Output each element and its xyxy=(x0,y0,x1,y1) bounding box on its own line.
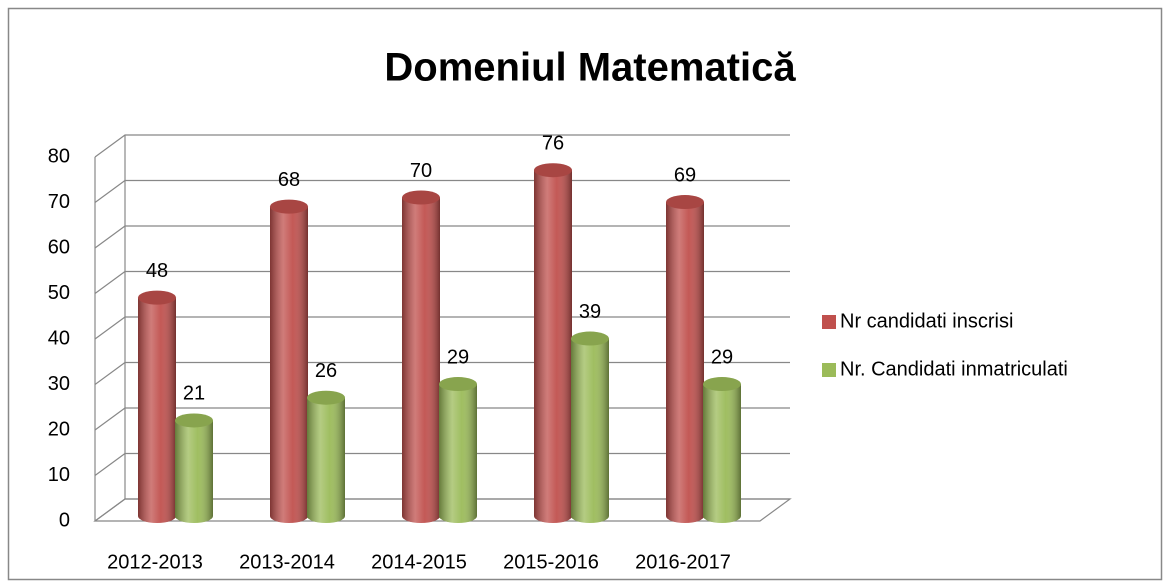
y-tick-label: 40 xyxy=(48,327,70,349)
y-tick-label: 60 xyxy=(48,236,70,258)
bar xyxy=(138,290,176,523)
grid-line xyxy=(94,134,790,158)
bar xyxy=(666,195,704,524)
data-label: 29 xyxy=(447,346,469,368)
data-label: 76 xyxy=(542,132,564,154)
bar xyxy=(175,413,213,523)
bar xyxy=(270,199,308,523)
x-tick-label: 2013-2014 xyxy=(239,551,335,573)
data-label: 29 xyxy=(711,346,733,368)
y-tick-label: 0 xyxy=(59,509,70,531)
chart-title: Domeniul Matematică xyxy=(384,46,796,90)
y-tick-label: 70 xyxy=(48,191,70,213)
bar xyxy=(571,331,609,523)
data-label: 21 xyxy=(183,383,205,405)
legend-swatch xyxy=(822,363,836,377)
y-tick-label: 30 xyxy=(48,373,70,395)
legend-label: Nr candidati inscrisi xyxy=(840,310,1013,332)
data-label: 48 xyxy=(146,260,168,282)
bar xyxy=(534,163,572,523)
y-tick-label: 80 xyxy=(48,145,70,167)
bar xyxy=(402,190,440,523)
legend-swatch xyxy=(822,315,836,329)
x-tick-label: 2012-2013 xyxy=(107,551,203,573)
legend-label: Nr. Candidati inmatriculati xyxy=(840,358,1068,380)
y-tick-label: 10 xyxy=(48,464,70,486)
data-label: 70 xyxy=(410,160,432,182)
data-label: 69 xyxy=(674,164,696,186)
data-label: 68 xyxy=(278,169,300,191)
data-label: 39 xyxy=(579,301,601,323)
data-label: 26 xyxy=(315,360,337,382)
x-tick-label: 2016-2017 xyxy=(635,551,731,573)
x-tick-label: 2014-2015 xyxy=(371,551,467,573)
y-tick-label: 20 xyxy=(48,418,70,440)
bar xyxy=(703,377,741,523)
bar xyxy=(307,390,345,523)
bar xyxy=(439,377,477,523)
x-tick-label: 2015-2016 xyxy=(503,551,599,573)
y-tick-label: 50 xyxy=(48,282,70,304)
